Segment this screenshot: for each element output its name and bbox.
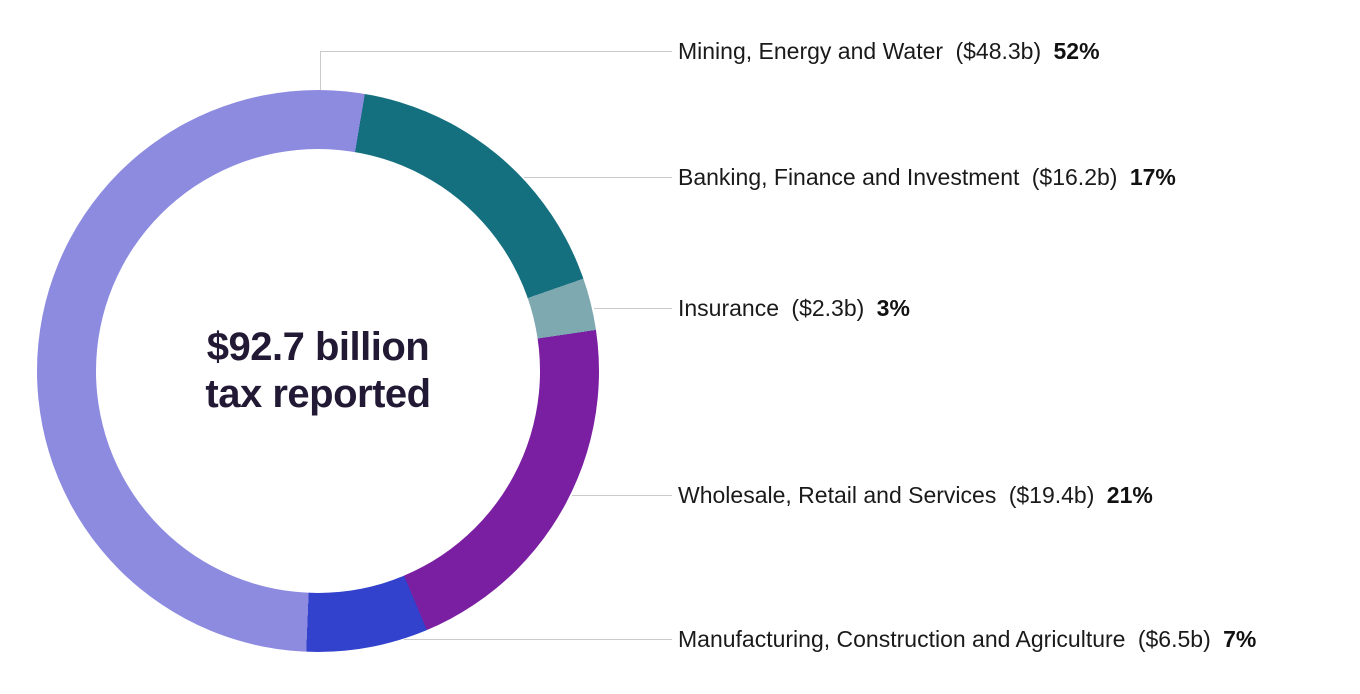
leader-line-insurance <box>594 308 672 309</box>
leader-line-wholesale <box>572 495 672 496</box>
legend-amount: ($16.2b) <box>1031 164 1118 190</box>
legend-label: Mining, Energy and Water <box>678 38 944 64</box>
legend-amount: ($2.3b) <box>791 295 865 321</box>
legend-item-wholesale: Wholesale, Retail and Services ($19.4b) … <box>678 479 1153 511</box>
center-label-line2: tax reported <box>205 372 431 416</box>
legend-item-mining: Mining, Energy and Water ($48.3b) 52% <box>678 35 1100 67</box>
leader-line-manufacturing <box>404 639 672 640</box>
donut-hole <box>96 149 540 593</box>
leader-line-mining-vertical <box>320 51 321 91</box>
legend-amount: ($6.5b) <box>1137 626 1211 652</box>
donut-chart: $92.7 billion tax reported <box>37 90 599 652</box>
center-label-line1: $92.7 billion <box>206 324 430 369</box>
legend-percent: 21% <box>1106 482 1153 508</box>
legend-percent: 3% <box>876 295 910 321</box>
legend-label: Insurance <box>678 295 780 321</box>
legend-item-manufacturing: Manufacturing, Construction and Agricult… <box>678 623 1256 655</box>
legend-item-banking: Banking, Finance and Investment ($16.2b)… <box>678 161 1176 193</box>
leader-line-mining <box>320 51 672 52</box>
legend-percent: 17% <box>1129 164 1176 190</box>
legend-percent: 7% <box>1223 626 1257 652</box>
leader-line-banking <box>524 177 672 178</box>
legend-label: Manufacturing, Construction and Agricult… <box>678 626 1126 652</box>
legend-percent: 52% <box>1053 38 1100 64</box>
chart-center-label: $92.7 billion tax reported <box>37 90 599 652</box>
legend-amount: ($48.3b) <box>955 38 1042 64</box>
legend-label: Wholesale, Retail and Services <box>678 482 997 508</box>
legend-label: Banking, Finance and Investment <box>678 164 1020 190</box>
legend-amount: ($19.4b) <box>1008 482 1095 508</box>
legend-item-insurance: Insurance ($2.3b) 3% <box>678 292 910 324</box>
